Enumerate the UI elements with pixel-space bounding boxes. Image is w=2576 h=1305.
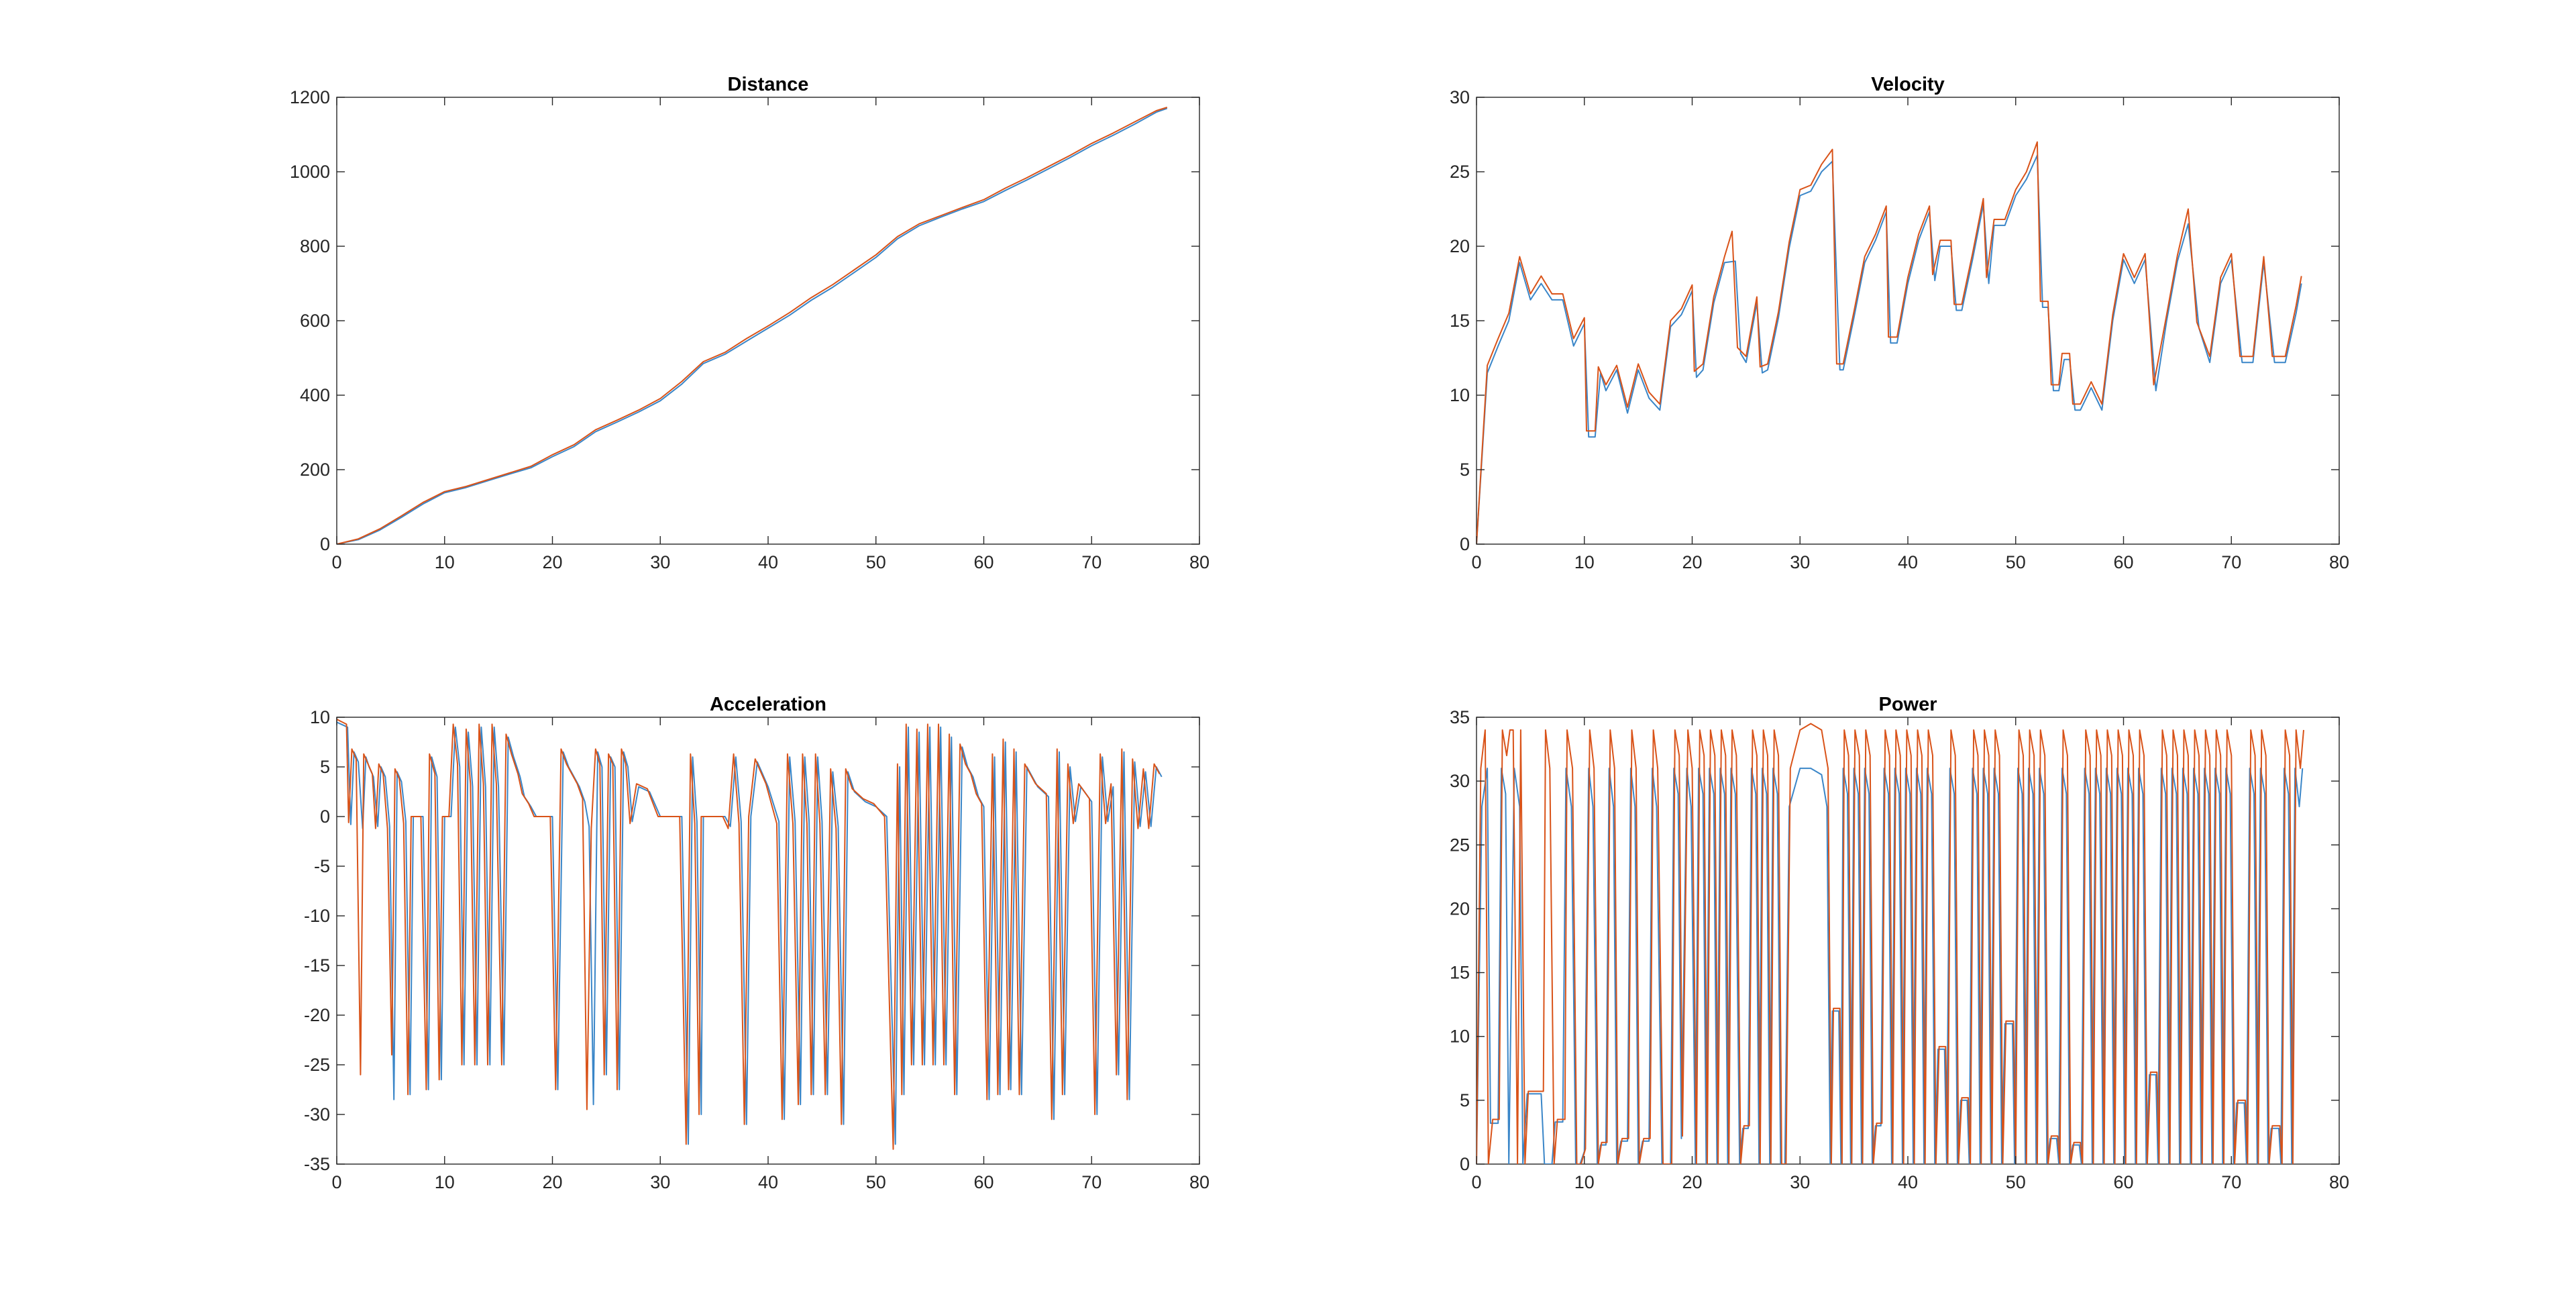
distance-axes[interactable]: 0 10 20 30 40 50 60 70 80020040060080010001200Di… xyxy=(290,74,1210,572)
acceleration-chart-title: Acceleration xyxy=(710,694,826,715)
acceleration-y-tick-label: 10 xyxy=(310,707,330,727)
acceleration-y-tick-label: -15 xyxy=(304,955,330,976)
velocity-series-line-2 xyxy=(1477,141,2302,544)
velocity-y-tick-label: 25 xyxy=(1450,162,1470,182)
power-x-tick-label: 70 xyxy=(2221,1172,2241,1192)
distance-x-tick-label: 10 xyxy=(435,552,455,572)
distance-y-tick-label: 0 xyxy=(320,534,330,554)
velocity-chart-title: Velocity xyxy=(1871,74,1945,95)
acceleration-y-tick-label: -20 xyxy=(304,1005,330,1025)
acceleration-axes[interactable]: 0 10 20 30 40 50 60 70 80 -35 -30 -25 -20 -15 -10 -5 0 5 1… xyxy=(304,694,1210,1192)
velocity-y-tick-label: 5 xyxy=(1460,460,1470,480)
velocity-x-tick-label: 40 xyxy=(1898,552,1918,572)
acceleration-y-tick-label: -10 xyxy=(304,906,330,926)
velocity-y-tick-label: 10 xyxy=(1450,385,1470,405)
distance-y-tick-label: 400 xyxy=(300,385,330,405)
distance-series-line-1 xyxy=(337,107,1168,544)
distance-x-tick-label: 80 xyxy=(1189,552,1210,572)
velocity-series-line-1 xyxy=(1477,154,2302,544)
distance-series-line-2 xyxy=(337,107,1168,544)
velocity-x-tick-label: 10 xyxy=(1574,552,1595,572)
velocity-x-tick-label: 80 xyxy=(2329,552,2349,572)
distance-x-tick-label: 50 xyxy=(866,552,886,572)
acceleration-y-tick-label: -25 xyxy=(304,1055,330,1075)
distance-x-tick-label: 60 xyxy=(973,552,994,572)
acceleration-x-tick-label: 40 xyxy=(758,1172,778,1192)
acceleration-y-tick-label: 0 xyxy=(320,806,330,827)
power-y-tick-label: 25 xyxy=(1450,835,1470,855)
power-x-tick-label: 20 xyxy=(1682,1172,1702,1192)
distance-x-tick-label: 70 xyxy=(1081,552,1102,572)
power-axes[interactable]: 0 10 20 30 40 50 60 70 80 0 5 10 15 20 25 30 35 Power xyxy=(1450,694,2349,1192)
power-y-tick-label: 20 xyxy=(1450,898,1470,919)
power-x-tick-label: 60 xyxy=(2113,1172,2133,1192)
power-x-tick-label: 80 xyxy=(2329,1172,2349,1192)
acceleration-x-tick-label: 50 xyxy=(866,1172,886,1192)
distance-plot-area[interactable] xyxy=(336,97,1200,545)
velocity-axes[interactable]: 0 10 20 30 40 50 60 70 80 0 5 10 15 20 25 30 Velocity xyxy=(1450,74,2349,572)
acceleration-x-tick-label: 0 xyxy=(331,1172,341,1192)
acceleration-series-line-2 xyxy=(337,719,1161,1150)
velocity-y-tick-label: 20 xyxy=(1450,236,1470,256)
power-y-tick-label: 35 xyxy=(1450,707,1470,727)
acceleration-x-tick-label: 20 xyxy=(542,1172,562,1192)
velocity-x-tick-label: 60 xyxy=(2113,552,2133,572)
power-x-tick-label: 10 xyxy=(1574,1172,1595,1192)
distance-x-tick-label: 30 xyxy=(650,552,670,572)
velocity-x-tick-label: 0 xyxy=(1471,552,1481,572)
velocity-x-tick-label: 30 xyxy=(1790,552,1810,572)
power-x-tick-label: 30 xyxy=(1790,1172,1810,1192)
power-x-tick-label: 0 xyxy=(1471,1172,1481,1192)
power-series-line-1 xyxy=(1477,768,2304,1164)
acceleration-y-tick-label: 5 xyxy=(320,757,330,777)
power-series-line-2 xyxy=(1477,723,2304,1164)
acceleration-x-tick-label: 10 xyxy=(435,1172,455,1192)
acceleration-x-tick-label: 30 xyxy=(650,1172,670,1192)
power-x-tick-label: 50 xyxy=(2006,1172,2026,1192)
distance-x-tick-label: 40 xyxy=(758,552,778,572)
distance-x-tick-label: 20 xyxy=(542,552,562,572)
acceleration-x-tick-label: 80 xyxy=(1189,1172,1210,1192)
velocity-y-tick-label: 15 xyxy=(1450,311,1470,331)
velocity-y-tick-label: 0 xyxy=(1460,534,1470,554)
distance-y-tick-label: 1000 xyxy=(290,162,330,182)
distance-y-tick-label: 200 xyxy=(300,460,330,480)
distance-y-tick-label: 1200 xyxy=(290,87,330,107)
power-y-tick-label: 30 xyxy=(1450,771,1470,791)
acceleration-y-tick-label: -35 xyxy=(304,1154,330,1174)
acceleration-x-tick-label: 70 xyxy=(1081,1172,1102,1192)
power-y-tick-label: 0 xyxy=(1460,1154,1470,1174)
power-y-tick-label: 5 xyxy=(1460,1090,1470,1110)
velocity-x-tick-label: 70 xyxy=(2221,552,2241,572)
velocity-y-tick-label: 30 xyxy=(1450,87,1470,107)
power-x-tick-label: 40 xyxy=(1898,1172,1918,1192)
velocity-x-tick-label: 50 xyxy=(2006,552,2026,572)
distance-x-tick-label: 0 xyxy=(331,552,341,572)
distance-y-tick-label: 800 xyxy=(300,236,330,256)
distance-y-tick-label: 600 xyxy=(300,311,330,331)
velocity-x-tick-label: 20 xyxy=(1682,552,1702,572)
distance-chart-title: Distance xyxy=(728,74,809,95)
acceleration-y-tick-label: -30 xyxy=(304,1104,330,1125)
power-y-tick-label: 15 xyxy=(1450,963,1470,983)
acceleration-y-tick-label: -5 xyxy=(314,856,330,876)
power-chart-title: Power xyxy=(1878,694,1937,715)
acceleration-x-tick-label: 60 xyxy=(973,1172,994,1192)
velocity-plot-area[interactable] xyxy=(1476,97,2340,545)
power-y-tick-label: 10 xyxy=(1450,1027,1470,1047)
